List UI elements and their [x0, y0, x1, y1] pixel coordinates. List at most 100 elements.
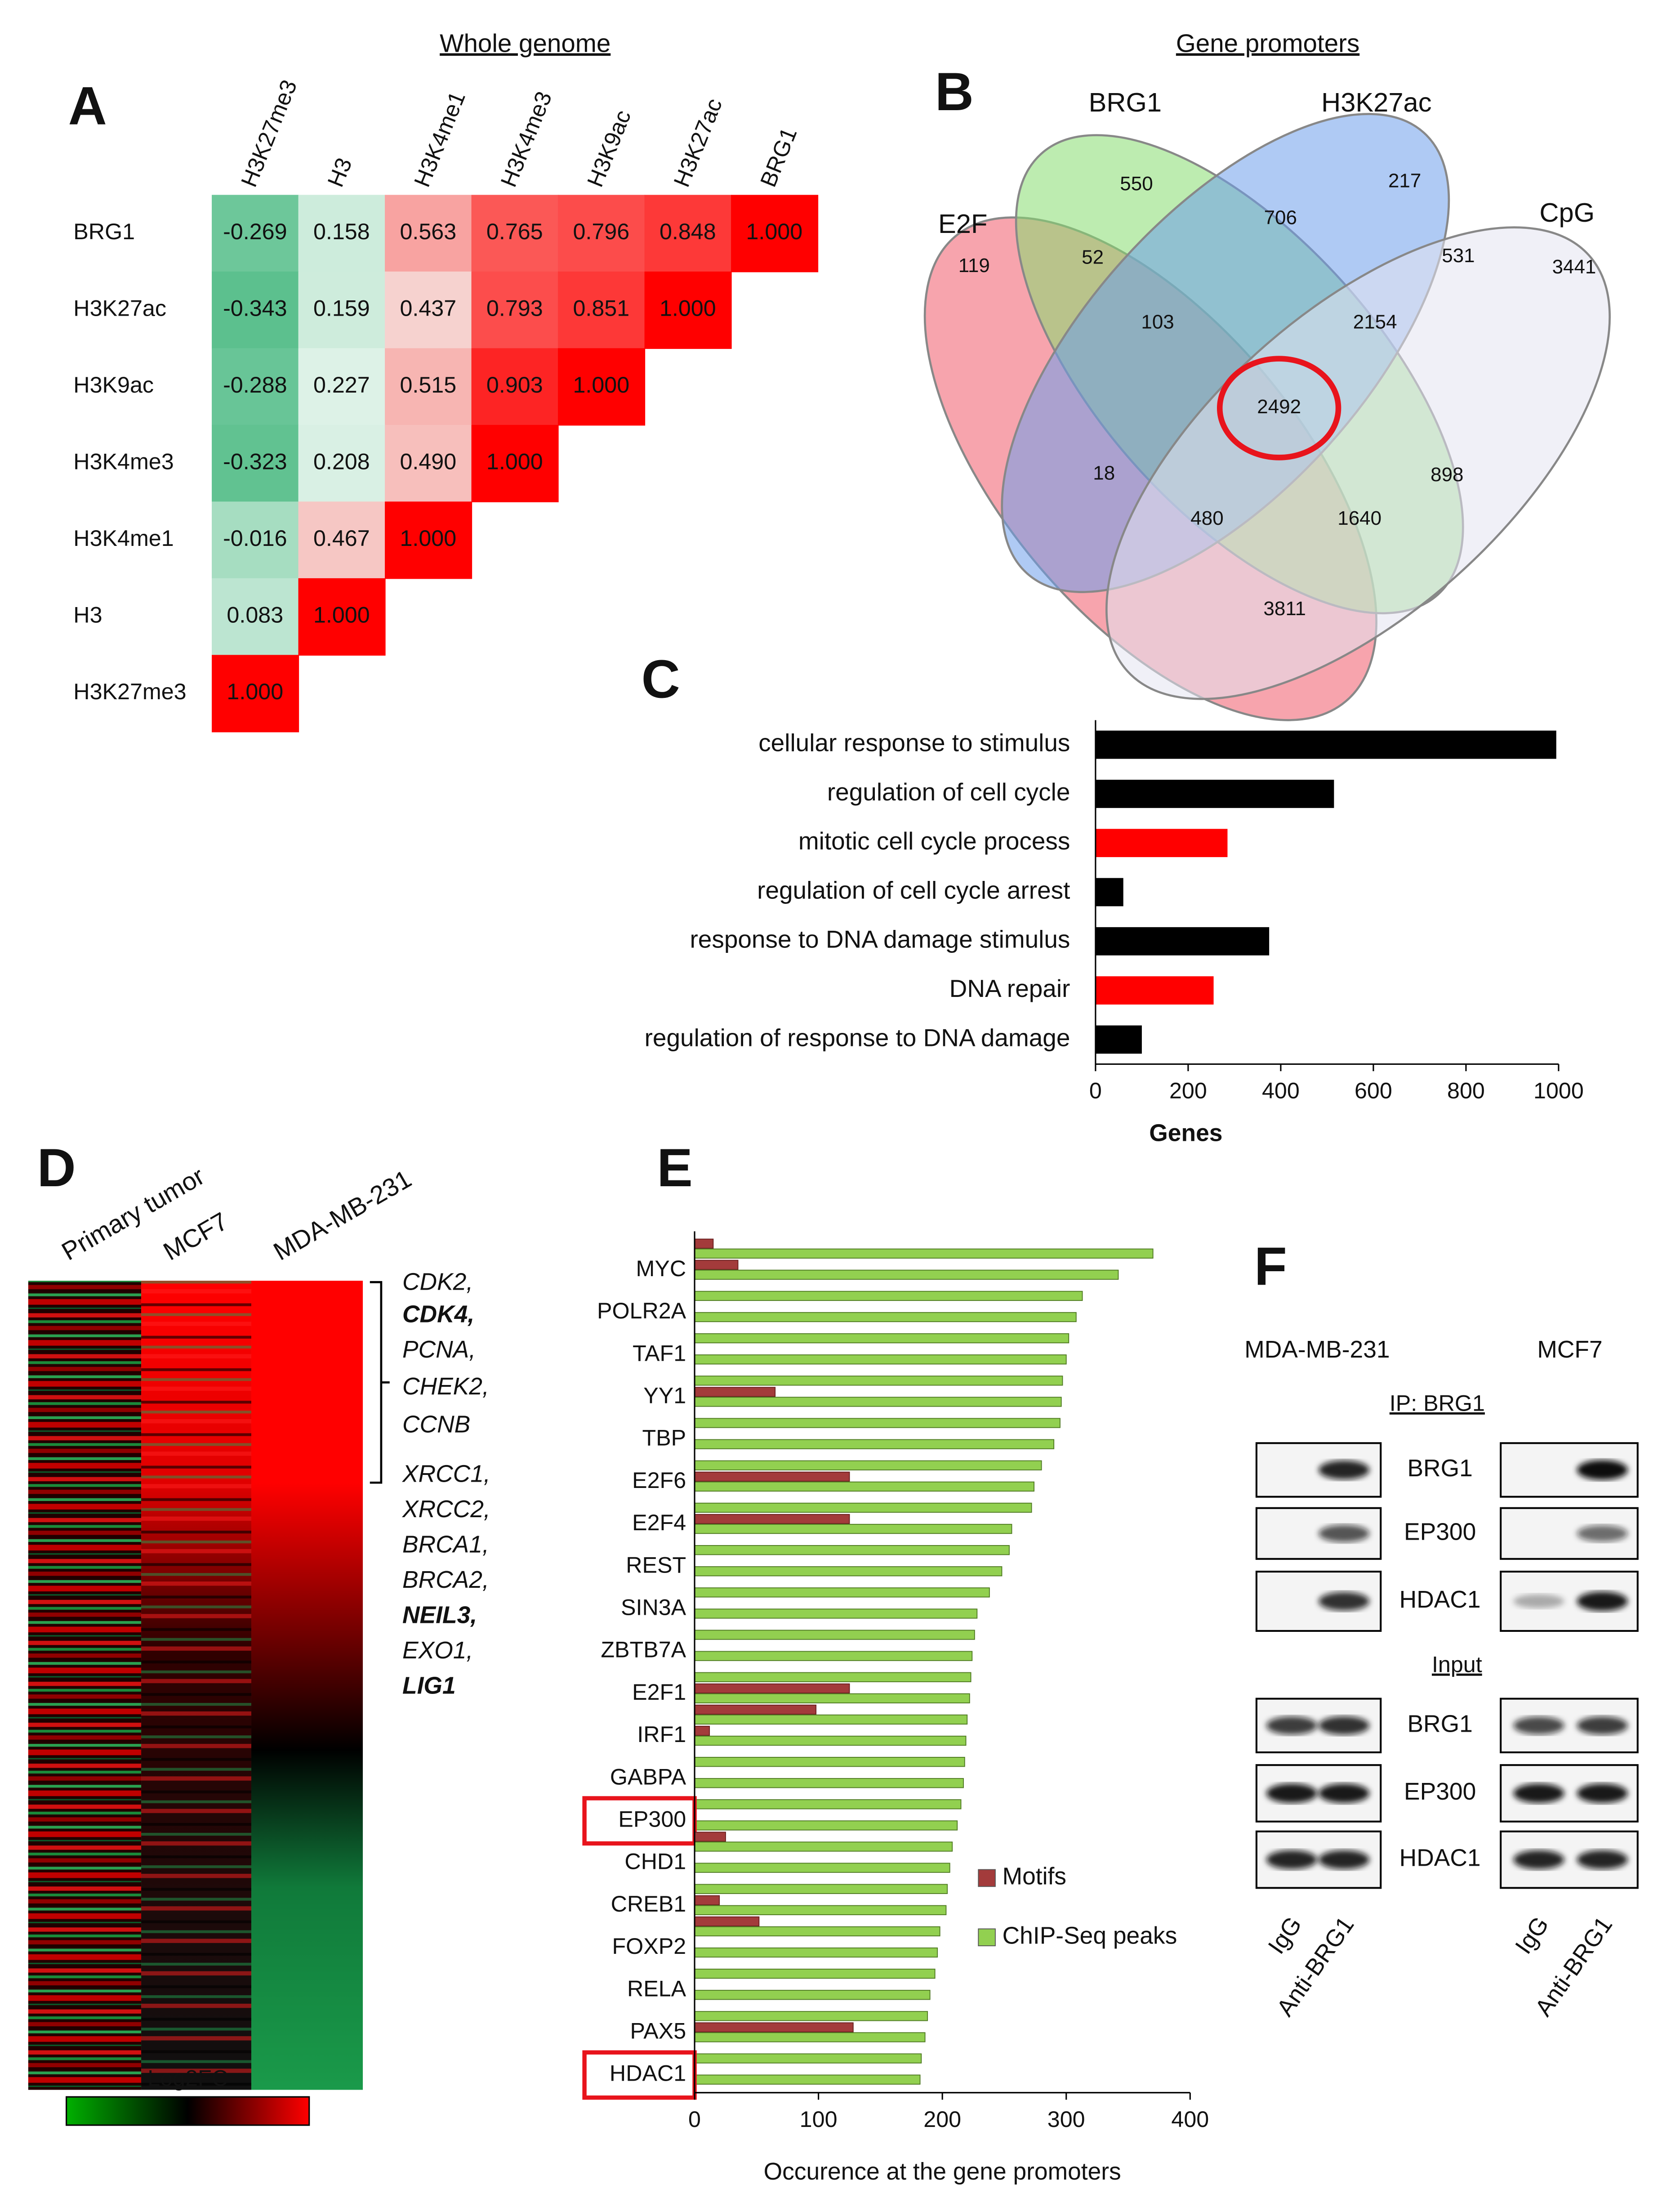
heatmap-column: [251, 1281, 363, 2090]
band: [1319, 1525, 1370, 1542]
region-count: 531: [1442, 245, 1475, 267]
blot-label: EP300: [1404, 1778, 1476, 1805]
cell-label: 1.000: [746, 219, 802, 244]
heatmap-cell: [212, 424, 299, 502]
legend-label: ChIP-Seq peaks: [1003, 1922, 1177, 1949]
bar: [694, 1608, 978, 1619]
region-count: 3811: [1263, 598, 1306, 620]
cell-label: 0.848: [660, 219, 716, 244]
region-count: 2154: [1353, 311, 1397, 333]
x-tick-label: 800: [1447, 1078, 1485, 1103]
cell-label: -0.288: [223, 372, 287, 398]
band: [1513, 1594, 1564, 1608]
category-label: POLR2A: [597, 1298, 686, 1323]
heatmap-cell: [385, 424, 472, 502]
category-label: CHD1: [624, 1849, 686, 1874]
heatmap-cell: [212, 195, 299, 273]
heatmap-cell: [471, 424, 559, 502]
band: [1577, 1591, 1628, 1611]
cell-label: 1.000: [227, 679, 283, 704]
panel-letter: B: [935, 62, 974, 122]
category-label: response to DNA damage stimulus: [690, 925, 1070, 953]
bar: [694, 1895, 720, 1906]
heatmap-cell: [212, 501, 299, 579]
cell-label: 0.796: [573, 219, 629, 244]
category-label: PAX5: [630, 2019, 686, 2044]
bar: [694, 1693, 970, 1703]
category-label: regulation of response to DNA damage: [645, 1023, 1070, 1051]
bar: [694, 1460, 1042, 1470]
x-tick-label: 0: [1089, 1078, 1102, 1103]
lane-label: IgG: [1510, 1912, 1554, 1959]
category-label: EP300: [618, 1807, 686, 1832]
legend-label: Log2FC: [147, 2066, 228, 2091]
column-label: H3K27ac: [669, 95, 727, 191]
bar: [694, 2022, 854, 2033]
band: [1266, 1716, 1317, 1735]
bar: [694, 1863, 950, 1873]
region-count: 119: [958, 255, 990, 277]
band: [1266, 1783, 1317, 1803]
heatmap-cell: [558, 271, 646, 349]
heatmap-cell: [212, 655, 299, 733]
bar: [694, 1820, 958, 1831]
band: [1577, 1460, 1628, 1480]
category-label: SIN3A: [621, 1595, 686, 1620]
set-label: BRG1: [1089, 87, 1162, 117]
bar: [694, 1260, 739, 1270]
bar: [694, 1502, 1032, 1513]
category-label: IRF1: [637, 1722, 686, 1747]
heatmap-column: [28, 1281, 142, 2090]
row-label: H3K9ac: [73, 372, 154, 398]
gene-label: CDK4,: [402, 1301, 474, 1328]
heatmap-cell: [212, 578, 299, 656]
cell-label: 1.000: [486, 449, 543, 474]
x-tick-label: 100: [800, 2107, 838, 2132]
gene-label: BRCA1,: [402, 1532, 489, 1558]
bar: [694, 1926, 940, 1937]
bar: [694, 2011, 928, 2021]
category-label: FOXP2: [612, 1934, 686, 1959]
heatmap-cell: [558, 348, 646, 426]
bar: [694, 1725, 710, 1736]
cell-label: 0.227: [313, 372, 370, 398]
category-label: ZBTB7A: [601, 1637, 686, 1662]
cell-label: 0.563: [400, 219, 456, 244]
category-label: TAF1: [633, 1340, 686, 1366]
bar: [694, 1439, 1055, 1449]
section-label: IP: BRG1: [1390, 1391, 1485, 1416]
bar: [694, 1523, 1012, 1534]
bar: [694, 1947, 938, 1958]
bar: [1095, 780, 1334, 808]
cell-label: 0.515: [400, 372, 456, 398]
panel-letter: E: [657, 1138, 693, 1198]
panel-letter: F: [1254, 1237, 1287, 1297]
cell-label: 0.158: [313, 219, 370, 244]
bracket: [370, 1281, 390, 1484]
blot-label: BRG1: [1407, 1711, 1472, 1737]
x-tick-label: 400: [1262, 1078, 1300, 1103]
band: [1577, 1783, 1628, 1803]
category-label: mitotic cell cycle process: [798, 827, 1070, 855]
heatmap-cell: [471, 195, 559, 273]
category-label: regulation of cell cycle: [827, 778, 1070, 806]
set-label: H3K27ac: [1321, 87, 1431, 117]
header: Gene promoters: [1176, 29, 1359, 57]
bar: [694, 1672, 971, 1682]
gene-label: CCNB: [402, 1412, 470, 1438]
region-count: 550: [1120, 173, 1153, 195]
bar: [694, 1238, 714, 1249]
bar: [694, 1312, 1077, 1322]
heatmap-cell: [298, 424, 386, 502]
heatmap-cell: [298, 195, 386, 273]
gene-label: XRCC1,: [401, 1461, 490, 1488]
category-label: E2F6: [632, 1468, 686, 1493]
heatmap-texture: [141, 1281, 251, 2090]
heatmap-cell: [558, 195, 646, 273]
bar: [694, 1269, 1119, 1280]
heatmap-cell: [644, 195, 732, 273]
bar: [694, 1841, 953, 1852]
category-label: MYC: [636, 1256, 686, 1281]
